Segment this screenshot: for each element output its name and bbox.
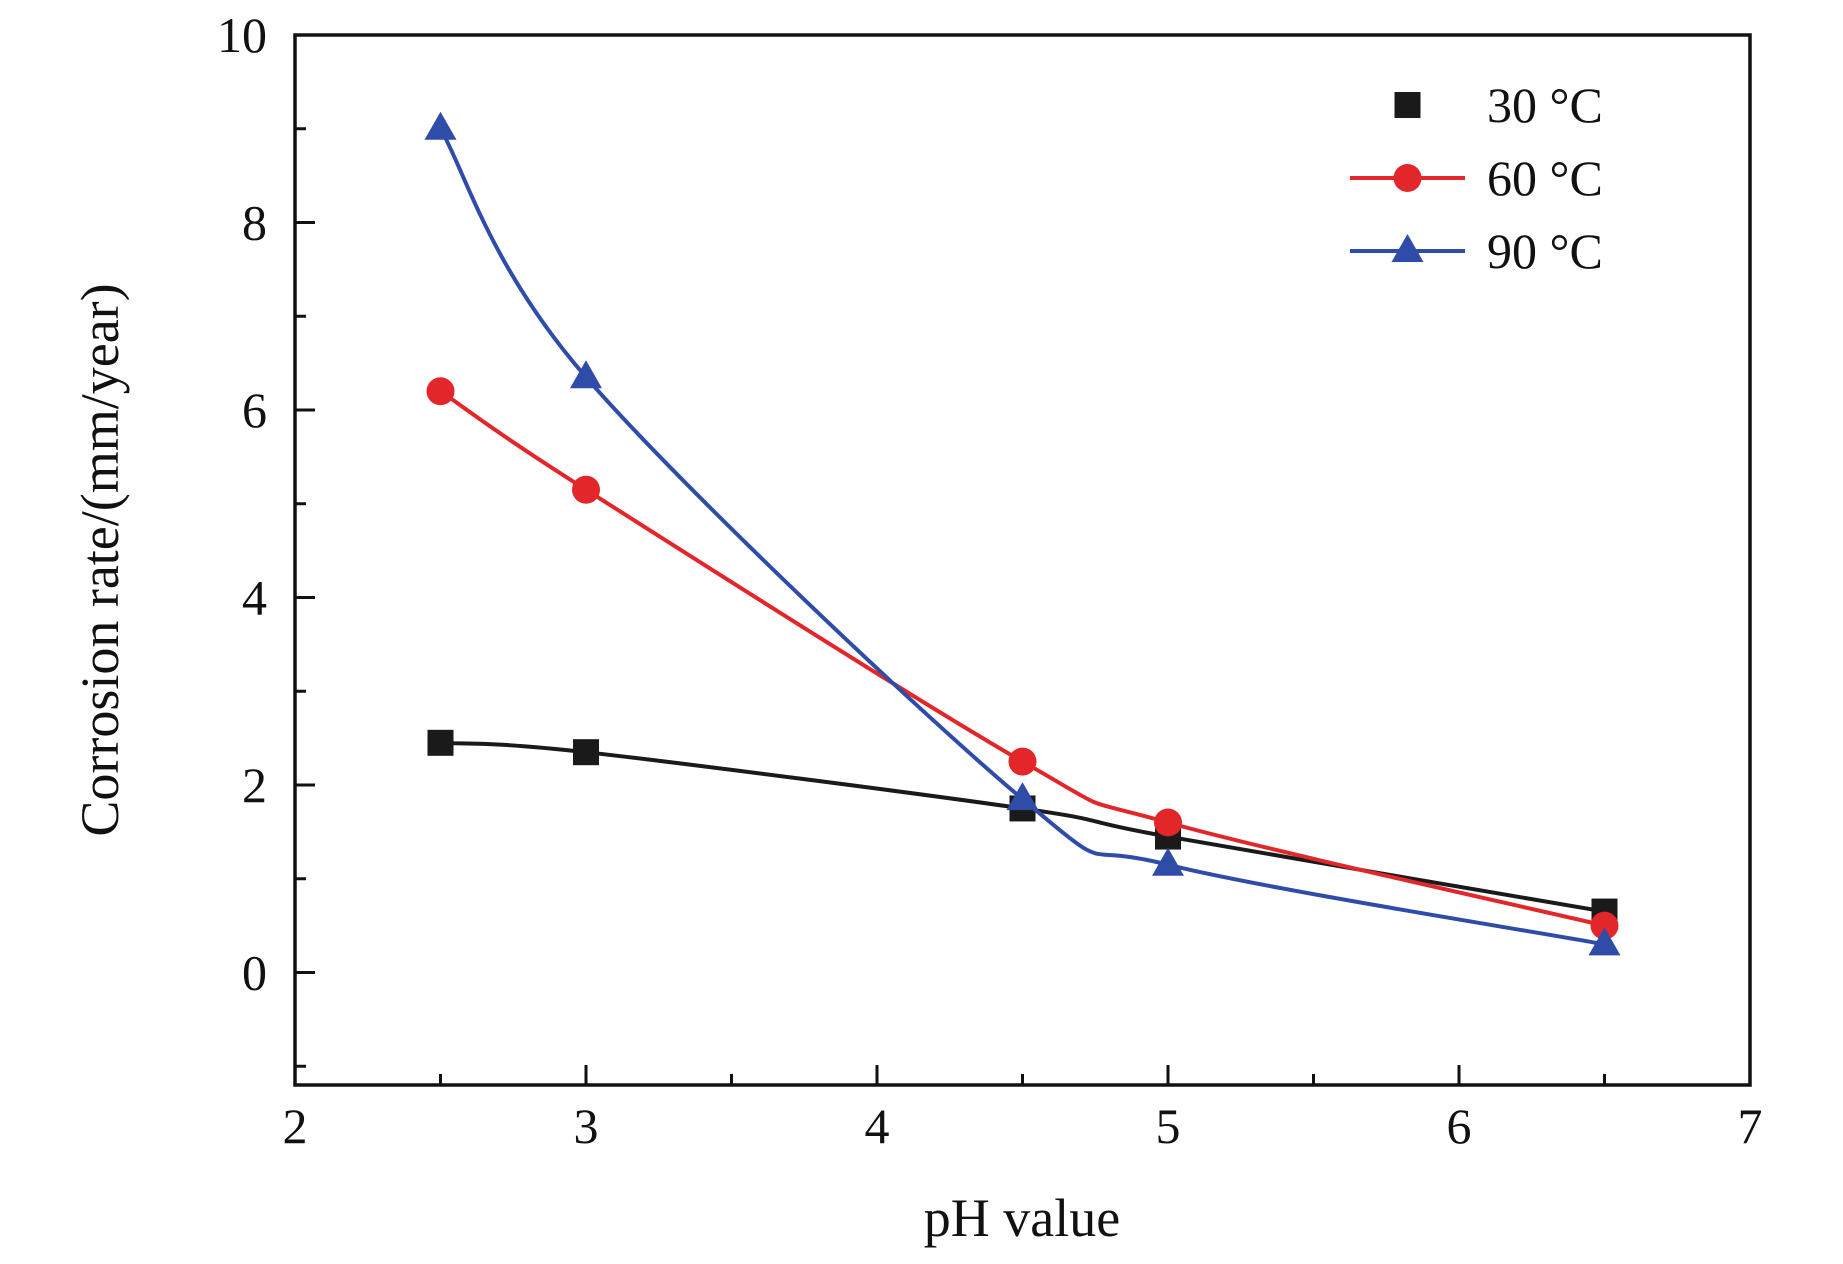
y-tick-label: 10	[217, 7, 267, 63]
series-line	[439, 389, 1605, 928]
x-tick-label: 6	[1447, 1098, 1472, 1154]
series-point-circle-marker	[426, 377, 455, 406]
y-tick-label: 2	[242, 757, 267, 813]
x-tick-label: 2	[283, 1098, 308, 1154]
y-tick-label: 0	[242, 945, 267, 1001]
series-60-°C	[426, 377, 1619, 940]
series-point-square-marker	[573, 739, 599, 766]
series-point-triangle-marker	[1152, 847, 1184, 876]
legend-square-marker	[1394, 92, 1421, 118]
y-tick-label: 8	[242, 195, 267, 251]
series-point-triangle-marker	[1588, 927, 1621, 956]
legend-triangle-marker	[1391, 234, 1424, 262]
y-tick-label: 4	[242, 570, 267, 626]
y-axis-label: Corrosion rate/(mm/year)	[70, 283, 130, 837]
series-point-triangle-marker	[424, 111, 457, 140]
series-point-circle-marker	[1008, 747, 1037, 776]
series-point-square-marker	[427, 729, 454, 756]
series-point-circle-marker	[572, 475, 600, 504]
series-point-triangle-marker	[1006, 782, 1039, 811]
series-point-circle-marker	[1154, 808, 1182, 837]
legend-label: 60 °C	[1487, 150, 1603, 206]
y-tick-label: 6	[242, 382, 267, 438]
x-axis-label: pH value	[923, 1188, 1121, 1248]
series-point-circle-marker	[1590, 911, 1619, 940]
x-tick-label: 7	[1738, 1098, 1763, 1154]
series-point-triangle-marker	[570, 360, 602, 389]
x-tick-label: 5	[1156, 1098, 1181, 1154]
series-90-°C	[424, 111, 1621, 956]
legend-circle-marker	[1393, 164, 1422, 192]
x-tick-label: 4	[865, 1098, 890, 1154]
x-tick-label: 3	[574, 1098, 599, 1154]
legend: 30 °C 60 °C 90 °C	[1350, 77, 1603, 279]
legend-label: 90 °C	[1487, 223, 1603, 279]
legend-label: 30 °C	[1487, 77, 1603, 133]
